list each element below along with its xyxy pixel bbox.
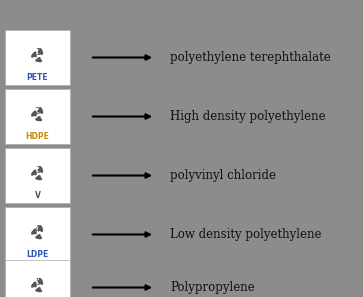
Text: High density polyethylene: High density polyethylene: [170, 110, 326, 123]
Text: polyethylene terephthalate: polyethylene terephthalate: [170, 51, 331, 64]
Bar: [5, 89, 70, 144]
Text: 4: 4: [35, 225, 40, 234]
Text: V: V: [34, 191, 40, 200]
Text: Low density polyethylene: Low density polyethylene: [170, 228, 322, 241]
Text: 5: 5: [35, 278, 40, 287]
Text: 2: 2: [35, 107, 40, 116]
Text: polyvinyl chloride: polyvinyl chloride: [170, 169, 276, 182]
Text: PETE: PETE: [27, 73, 48, 82]
Text: HDPE: HDPE: [25, 132, 49, 141]
Text: LDPE: LDPE: [26, 250, 49, 259]
Text: 1: 1: [35, 48, 40, 57]
Bar: [5, 148, 70, 203]
Bar: [5, 260, 70, 297]
Text: 3: 3: [35, 166, 40, 175]
Bar: [5, 30, 70, 85]
Text: Polypropylene: Polypropylene: [170, 281, 255, 294]
Bar: [5, 207, 70, 262]
